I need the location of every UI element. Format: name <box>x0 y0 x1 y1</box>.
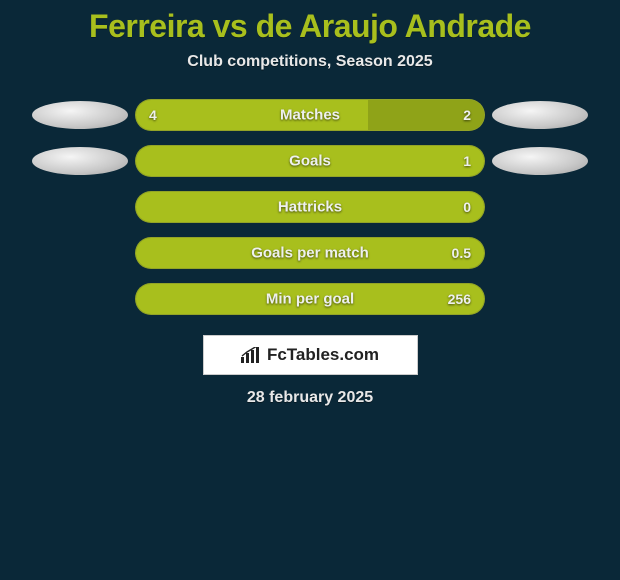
player-left-portrait-slot <box>25 283 135 315</box>
stat-row: Matches 4 2 <box>0 99 620 131</box>
player-right-portrait-slot <box>485 191 595 223</box>
stat-row: Goals per match 0.5 <box>0 237 620 269</box>
page-title: Ferreira vs de Araujo Andrade <box>89 8 531 45</box>
stat-label: Hattricks <box>278 199 342 216</box>
player-right-portrait <box>492 147 588 175</box>
page-subtitle: Club competitions, Season 2025 <box>187 53 432 71</box>
stat-bar: Hattricks 0 <box>135 191 485 223</box>
stat-bar: Goals 1 <box>135 145 485 177</box>
comparison-chart: Matches 4 2 Goals 1 Hattricks 0 Goals per match… <box>0 99 620 329</box>
stat-value-right: 0.5 <box>452 245 471 261</box>
stat-row: Goals 1 <box>0 145 620 177</box>
player-right-portrait-slot <box>485 283 595 315</box>
player-right-portrait <box>492 101 588 129</box>
date-label: 28 february 2025 <box>247 389 373 407</box>
stat-bar: Min per goal 256 <box>135 283 485 315</box>
player-left-portrait-slot <box>25 145 135 177</box>
player-left-portrait-slot <box>25 191 135 223</box>
player-right-portrait-slot <box>485 145 595 177</box>
player-left-portrait-slot <box>25 99 135 131</box>
player-left-portrait-slot <box>25 237 135 269</box>
stat-value-right: 2 <box>463 107 471 123</box>
player-left-portrait <box>32 101 128 129</box>
stat-row: Hattricks 0 <box>0 191 620 223</box>
stat-bar: Matches 4 2 <box>135 99 485 131</box>
attribution-text: FcTables.com <box>267 345 379 365</box>
stat-label: Matches <box>280 107 340 124</box>
player-right-portrait-slot <box>485 99 595 131</box>
player-right-portrait-slot <box>485 237 595 269</box>
stat-value-right: 256 <box>448 291 471 307</box>
stat-label: Goals <box>289 153 331 170</box>
chart-icon <box>241 347 261 363</box>
stat-label: Goals per match <box>251 245 369 262</box>
stat-bar: Goals per match 0.5 <box>135 237 485 269</box>
stat-row: Min per goal 256 <box>0 283 620 315</box>
attribution-badge: FcTables.com <box>203 335 418 375</box>
stat-value-left: 4 <box>149 107 157 123</box>
player-left-portrait <box>32 147 128 175</box>
stat-value-right: 1 <box>463 153 471 169</box>
stat-label: Min per goal <box>266 291 354 308</box>
infographic-container: Ferreira vs de Araujo Andrade Club compe… <box>0 0 620 407</box>
stat-value-right: 0 <box>463 199 471 215</box>
